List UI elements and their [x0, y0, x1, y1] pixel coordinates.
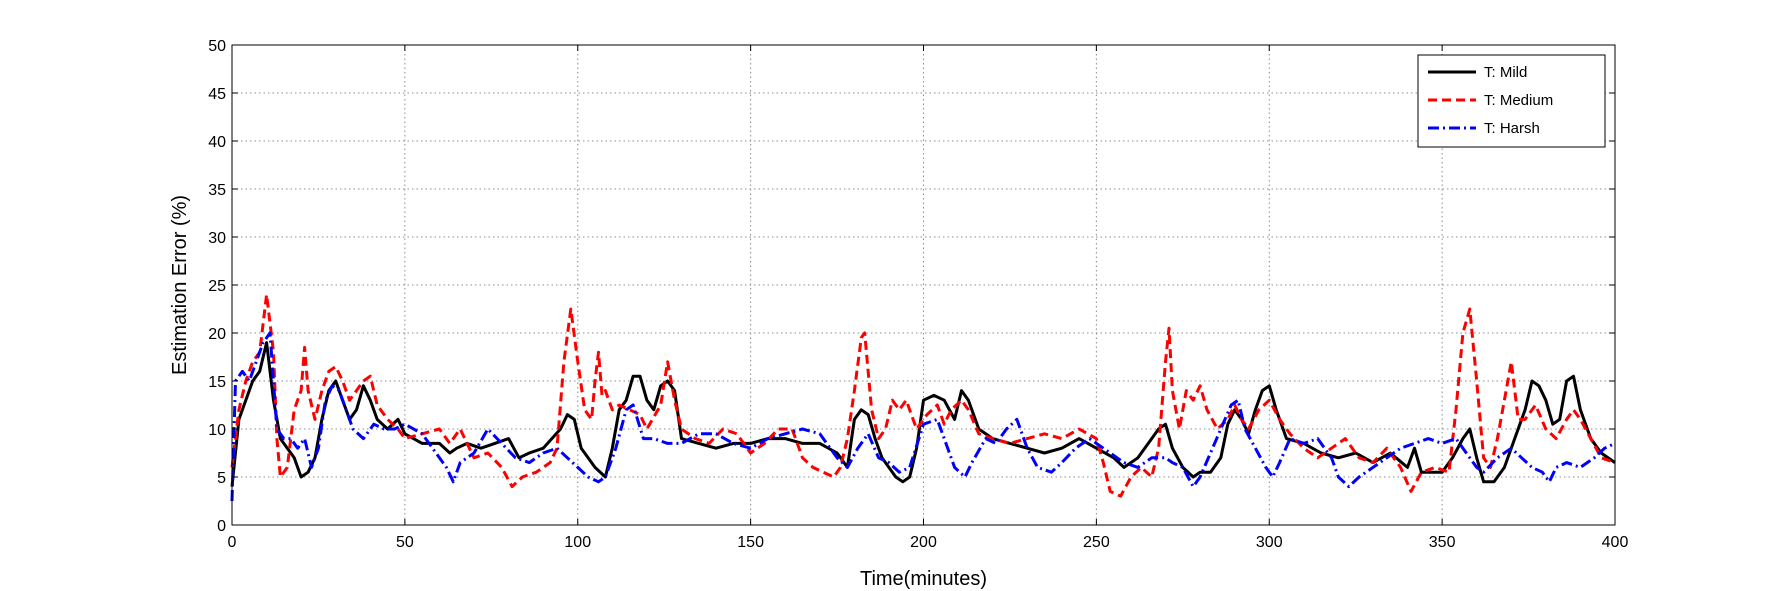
series-layer	[230, 293, 1616, 502]
y-tick-label: 20	[208, 326, 226, 343]
series-line-3	[230, 331, 1616, 502]
x-tick-label: 300	[1256, 534, 1283, 551]
axis-ticks: 0 50 100 150 200 250 300 350 400 0 5 10 15 20 25 30 35 40…	[208, 38, 1628, 551]
legend: T: Mild T: Medium T: Harsh	[1417, 54, 1606, 148]
y-tick-label: 10	[208, 422, 226, 439]
x-tick-label: 0	[228, 534, 237, 551]
x-axis-label: Time(minutes)	[860, 568, 987, 590]
y-tick-label: 15	[208, 374, 226, 391]
y-tick-label: 35	[208, 182, 226, 199]
x-tick-label: 350	[1429, 534, 1456, 551]
y-tick-label: 50	[208, 38, 226, 55]
x-tick-label: 400	[1602, 534, 1629, 551]
y-tick-label: 40	[208, 134, 226, 151]
y-tick-label: 30	[208, 230, 226, 247]
series-line-2	[230, 293, 1616, 498]
series-line-1	[230, 341, 1616, 487]
y-tick-label: 0	[217, 518, 226, 535]
grid	[232, 45, 1615, 525]
x-tick-label: 100	[564, 534, 591, 551]
y-tick-label: 45	[208, 86, 226, 103]
legend-label-1: T: Mild	[1484, 64, 1527, 81]
y-axis-label: Estimation Error (%)	[169, 195, 191, 375]
x-tick-label: 250	[1083, 534, 1110, 551]
y-tick-label: 5	[217, 470, 226, 487]
x-tick-label: 50	[396, 534, 414, 551]
legend-label-2: T: Medium	[1484, 92, 1553, 109]
x-tick-label: 150	[737, 534, 764, 551]
y-tick-label: 25	[208, 278, 226, 295]
x-tick-label: 200	[910, 534, 937, 551]
legend-label-3: T: Harsh	[1484, 120, 1540, 137]
